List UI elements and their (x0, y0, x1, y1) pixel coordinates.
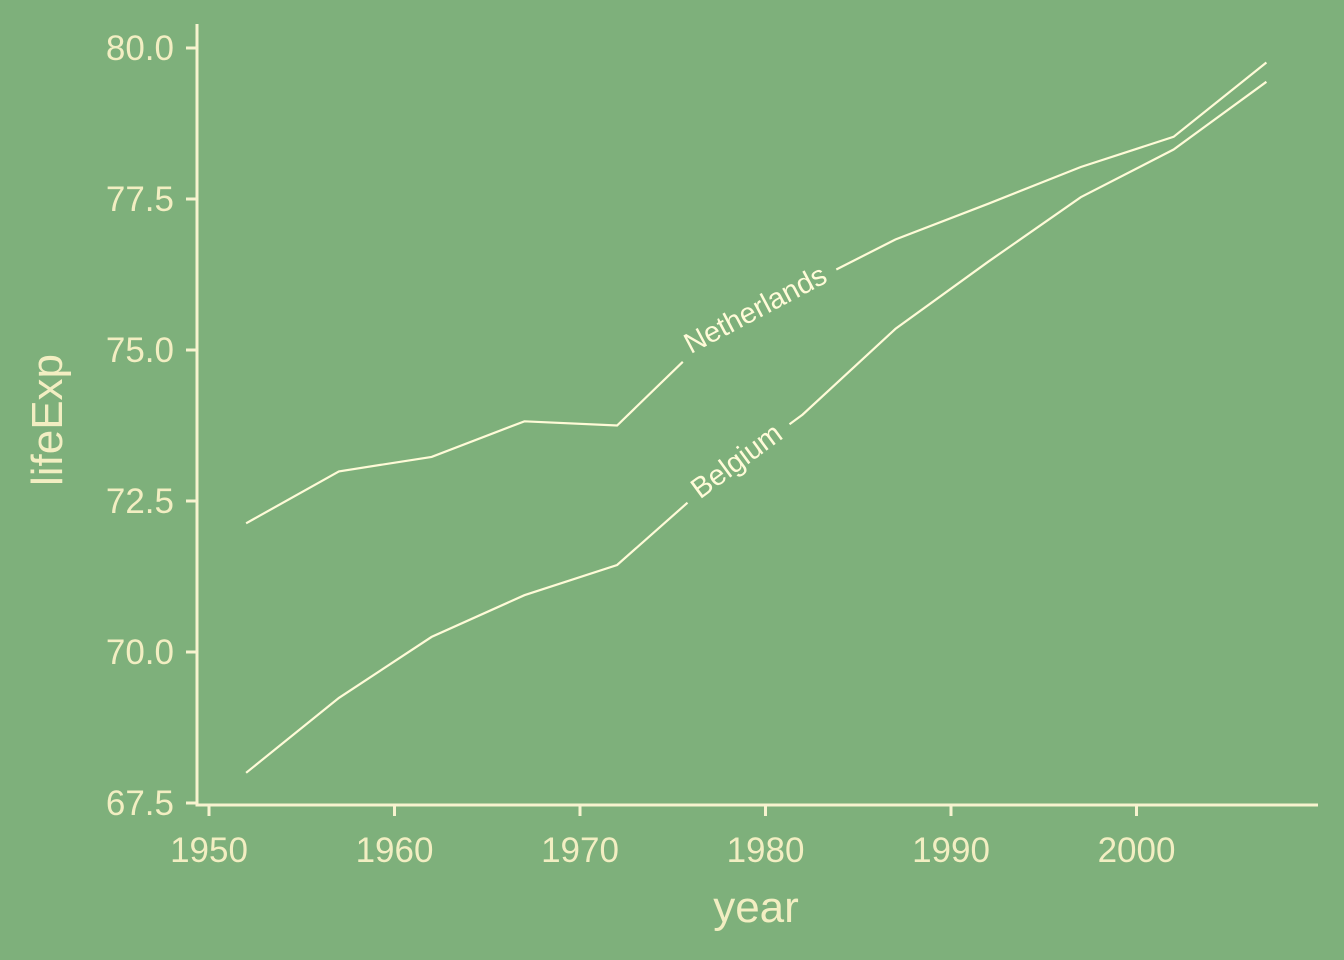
x-tick-label: 1970 (541, 831, 619, 870)
series-line-belgium (246, 503, 687, 773)
y-tick-label: 70.0 (106, 633, 174, 672)
series-lines: Netherlands Belgium (246, 63, 1266, 773)
y-tick-label: 67.5 (106, 784, 174, 823)
x-axis-title: year (713, 883, 799, 932)
y-tick-label: 80.0 (106, 29, 174, 68)
x-tick-label: 1950 (170, 831, 248, 870)
series-line-belgium (790, 82, 1267, 424)
y-tick-label: 77.5 (106, 180, 174, 219)
x-tick-label: 1980 (727, 831, 805, 870)
y-tick-label: 72.5 (106, 482, 174, 521)
series-label-netherlands: Netherlands (679, 259, 832, 360)
series-line-netherlands (836, 63, 1266, 270)
series-line-netherlands (246, 362, 683, 524)
x-tick-label: 1960 (356, 831, 434, 870)
y-axis-ticks: 67.5 70.0 72.5 75.0 77.5 80.0 (106, 29, 197, 823)
y-axis-title: lifeExp (23, 354, 72, 486)
x-tick-label: 2000 (1098, 831, 1176, 870)
series-label-belgium: Belgium (685, 417, 788, 505)
y-tick-label: 75.0 (106, 331, 174, 370)
x-tick-label: 1990 (912, 831, 990, 870)
series-belgium: Belgium (246, 82, 1266, 773)
x-axis-ticks: 1950 1960 1970 1980 1990 2000 (170, 805, 1175, 870)
